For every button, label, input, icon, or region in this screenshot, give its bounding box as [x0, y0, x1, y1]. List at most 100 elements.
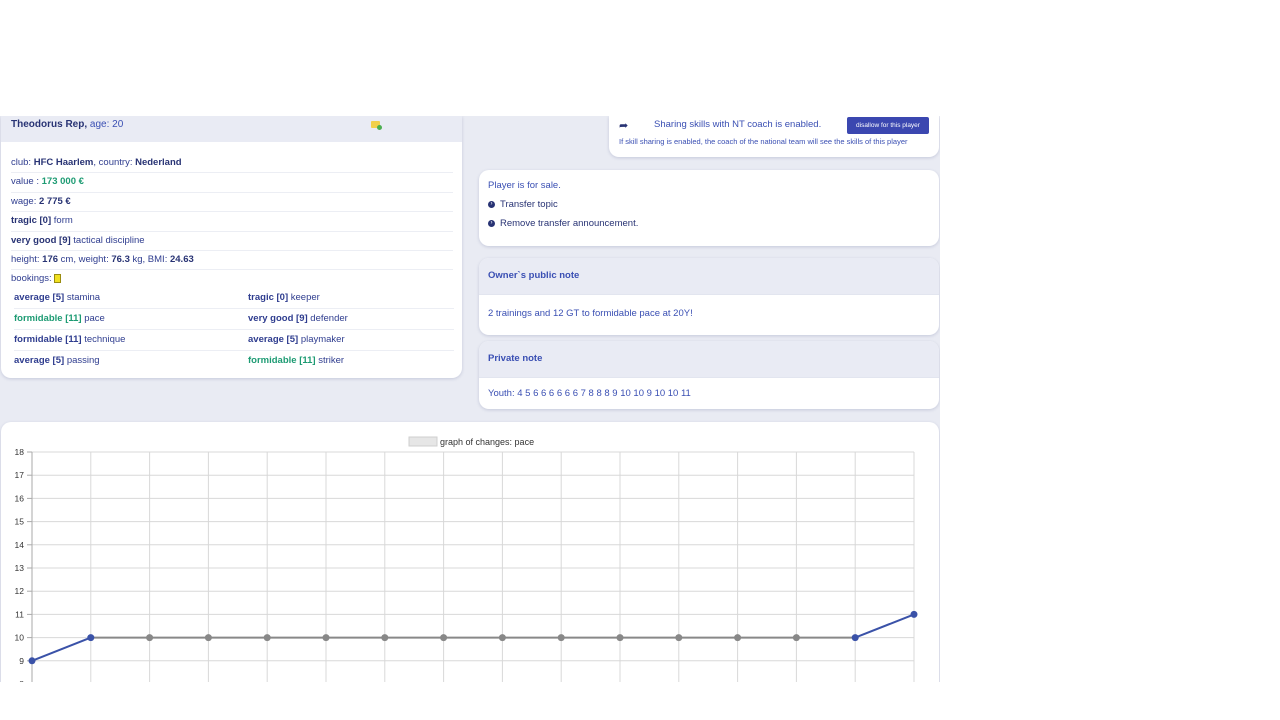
- y-tick-label: 18: [15, 447, 25, 457]
- weight-unit: kg, BMI:: [132, 253, 168, 265]
- skill-sharing-card: ➦ Sharing skills with NT coach is enable…: [609, 116, 939, 157]
- data-point[interactable]: [498, 634, 506, 642]
- y-tick-label: 16: [15, 493, 25, 503]
- disallow-button[interactable]: disallow for this player: [847, 117, 929, 134]
- data-point[interactable]: [792, 634, 800, 642]
- data-point[interactable]: [381, 634, 389, 642]
- skill-row: formidable [11] technique average [5] pl…: [14, 330, 454, 351]
- skill-level: average [5]: [14, 292, 65, 303]
- age-label: age:: [89, 119, 110, 130]
- club-row: club: HFC Haarlem, country: Nederland: [11, 154, 453, 174]
- y-tick-label: 11: [15, 609, 24, 619]
- skill-level: formidable [11]: [14, 334, 82, 345]
- chevron-right-icon: ›: [488, 200, 495, 208]
- player-wage: 2 775 €: [39, 195, 71, 207]
- chart-grid: [27, 451, 915, 682]
- club-name[interactable]: HFC Haarlem: [33, 157, 94, 168]
- discipline-row: very good [9] tactical discipline: [11, 232, 453, 251]
- sale-status: Player is for sale.: [488, 180, 561, 191]
- player-card: Theodorus Rep, age: 20 club: HFC Haarlem…: [1, 116, 462, 378]
- series-points: [28, 610, 918, 665]
- y-tick-label: 10: [15, 633, 25, 643]
- y-tick-label: 8: [19, 679, 24, 682]
- value-label: value :: [11, 176, 39, 188]
- public-note-card: Owner`s public note 2 trainings and 12 G…: [479, 258, 939, 335]
- public-note-text: 2 trainings and 12 GT to formidable pace…: [479, 294, 939, 335]
- height-label: height:: [11, 253, 40, 265]
- private-note-text[interactable]: Youth: 4 5 6 6 6 6 6 6 7 8 8 8 9 10 10 9…: [479, 377, 939, 409]
- value-row: value : 173 000 €: [11, 173, 453, 193]
- share-arrow-icon: ➦: [619, 120, 629, 132]
- skill-level: formidable [11]: [248, 355, 316, 366]
- data-point[interactable]: [616, 634, 624, 642]
- series-lines: [31, 613, 915, 662]
- y-tick-label: 14: [15, 540, 25, 550]
- data-point[interactable]: [146, 634, 154, 642]
- data-point[interactable]: [734, 634, 742, 642]
- discipline-level: very good [9]: [11, 234, 71, 246]
- player-name: Theodorus Rep,: [11, 119, 88, 130]
- height-unit: cm, weight:: [60, 253, 109, 265]
- data-point[interactable]: [440, 634, 448, 642]
- sale-card: Player is for sale. › Transfer topic › Rem…: [479, 170, 939, 246]
- data-point[interactable]: [87, 634, 95, 642]
- skill-name: defender: [310, 313, 348, 324]
- skill-level: average [5]: [248, 334, 299, 345]
- data-point[interactable]: [557, 634, 565, 642]
- skill-name: stamina: [66, 292, 101, 303]
- skills-table: average [5] stamina tragic [0] keeper fo…: [14, 288, 454, 371]
- pace-chart: 18 17 16 15 14 13 12 11 10 9 8 graph of changes: p…: [15, 436, 918, 682]
- data-point[interactable]: [263, 634, 271, 642]
- y-tick-label: 9: [19, 656, 24, 666]
- player-height: 176: [42, 253, 59, 265]
- body-row: height: 176 cm, weight: 76.3 kg, BMI: 24…: [11, 251, 453, 271]
- skill-name: playmaker: [300, 334, 345, 345]
- remove-transfer-label[interactable]: Remove transfer announcement.: [500, 218, 639, 229]
- y-tick-label: 15: [15, 517, 25, 527]
- legend-swatch: [408, 436, 438, 447]
- player-age: 20: [112, 119, 124, 130]
- y-axis-ticks: 18 17 16 15 14 13 12 11 10 9 8: [15, 447, 25, 682]
- y-tick-label: 12: [15, 586, 25, 596]
- chevron-right-icon: ›: [488, 219, 495, 227]
- skill-level: tragic [0]: [248, 292, 289, 303]
- yellow-card-icon: [54, 274, 62, 284]
- wage-label: wage:: [11, 195, 37, 207]
- data-point[interactable]: [204, 634, 212, 642]
- sharing-description: If skill sharing is enabled, the coach o…: [619, 137, 908, 146]
- data-point[interactable]: [851, 634, 859, 642]
- player-bmi: 24.63: [169, 253, 194, 265]
- wage-row: wage: 2 775 €: [11, 193, 453, 213]
- player-name-line: Theodorus Rep, age: 20: [11, 119, 123, 130]
- player-header: Theodorus Rep, age: 20: [1, 116, 462, 142]
- legend-label: graph of changes: pace: [440, 437, 534, 447]
- data-point[interactable]: [28, 657, 36, 665]
- player-value: 173 000 €: [41, 176, 84, 188]
- private-note-title: Private note: [479, 341, 939, 377]
- country-name[interactable]: Nederland: [135, 157, 182, 168]
- form-level: tragic [0]: [11, 215, 52, 227]
- skill-name: technique: [84, 334, 126, 345]
- skill-row: formidable [11] pace very good [9] defen…: [14, 309, 454, 330]
- skill-level: very good [9]: [248, 313, 308, 324]
- discipline-label: tactical discipline: [73, 234, 145, 246]
- y-tick-label: 13: [15, 563, 25, 573]
- page-viewport: Theodorus Rep, age: 20 club: HFC Haarlem…: [0, 116, 940, 682]
- data-point[interactable]: [675, 634, 683, 642]
- series-segment: [854, 613, 915, 639]
- remove-transfer-link[interactable]: › Remove transfer announcement.: [488, 218, 638, 229]
- player-details: club: HFC Haarlem, country: Nederland va…: [11, 154, 453, 289]
- folder-icon[interactable]: [371, 121, 382, 130]
- data-point[interactable]: [322, 634, 330, 642]
- form-row: tragic [0] form: [11, 212, 453, 232]
- data-point[interactable]: [910, 610, 918, 618]
- transfer-topic-label[interactable]: Transfer topic: [500, 199, 558, 210]
- skill-name: striker: [318, 355, 345, 366]
- skill-name: keeper: [290, 292, 320, 303]
- sharing-status: Sharing skills with NT coach is enabled.: [654, 119, 822, 130]
- private-note-card: Private note Youth: 4 5 6 6 6 6 6 6 7 8 …: [479, 341, 939, 409]
- transfer-topic-link[interactable]: › Transfer topic: [488, 199, 558, 210]
- club-label: club:: [11, 157, 32, 168]
- public-note-title: Owner`s public note: [479, 258, 939, 294]
- skill-level: formidable [11]: [14, 313, 82, 324]
